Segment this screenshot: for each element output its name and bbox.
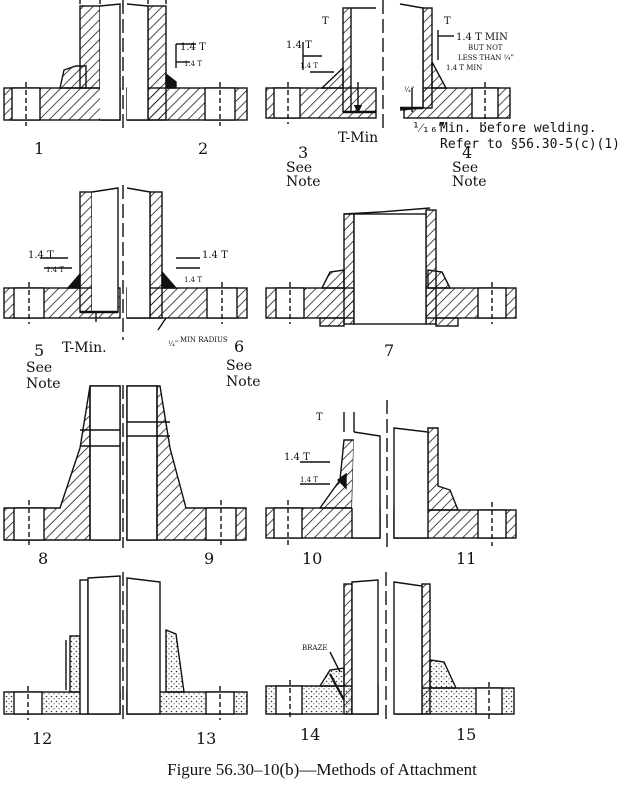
fig-number-7: 7 [384,341,394,360]
less-than-label: LESS THAN ¼” [458,54,514,62]
fig-number-1: 1 [34,139,44,158]
t-min-label-3: T-Min [338,130,378,146]
t14-min-small-dim-4: 1.4 T MIN [446,64,482,72]
fig-1-2 [3,0,248,130]
t-dim-10: T [316,412,323,423]
t-min-label-5: T-Min. [62,340,107,356]
fig-number-9: 9 [204,549,214,568]
fraction-sixteenth: ¹⁄₁₆” [412,121,445,136]
see-label-5: See [26,360,52,376]
note-label-6: Note [226,374,261,390]
refer-note: Refer to §56.30-5(c)(1) [440,137,620,152]
min-radius-label: MIN RADIUS [180,336,228,344]
t14-min-dim-4: 1.4 T MIN [456,32,508,43]
t14-dim-2: 1.4 T [180,42,206,53]
t-dim-4: T [444,16,451,27]
t14-dim-5: 1.4 T [28,250,54,261]
t14s-dim-10: 1.4 T [300,476,318,484]
fig-number-6: 6 [234,337,244,356]
braze-label: BRAZE [302,644,327,652]
fig-number-15: 15 [456,725,476,744]
see-label-3: See [286,160,312,176]
fig-number-11: 11 [456,549,476,568]
fig-8-9 [3,385,247,548]
fig-3-4 [265,0,511,130]
t14-dim-10: 1.4 T [284,452,310,463]
fig-12-13 [3,572,248,720]
note-label-5: Note [26,376,61,392]
figure-caption: Figure 56.30–10(b)—Methods of Attachment [167,760,477,779]
t14s-dim-5: 1.4 T [46,266,64,274]
but-not-label: BUT NOT [468,44,503,52]
fig-7 [265,207,517,327]
see-label-6: See [226,358,252,374]
fig-number-10: 10 [302,549,322,568]
fig-number-8: 8 [38,549,48,568]
fig-5-6 [3,185,248,340]
min-before-welding-note: Min. before welding. [440,121,597,136]
t14s-dim-6: 1.4 T [184,276,202,284]
see-label-4: See [452,160,478,176]
t14s-dim-2: 1.4 T [184,60,202,68]
note-label-3: Note [286,174,321,190]
fig-number-12: 12 [32,729,52,748]
fig-number-13: 13 [196,729,216,748]
t14s-dim-3: 1.4 T [300,62,318,70]
t14-dim-6: 1.4 T [202,250,228,261]
t-dim-3: T [322,16,329,27]
fraction-quarter-6: ¹⁄₄” [168,340,179,348]
fig-10-11 [265,400,517,548]
fig-14-15 [265,572,515,720]
fig-number-3: 3 [298,143,308,162]
fraction-quarter-4: ¹⁄₄” [404,86,415,94]
fig-number-4: 4 [462,143,472,162]
note-label-4: Note [452,174,487,190]
t14-dim-3: 1.4 T [286,40,312,51]
fig-number-14: 14 [300,725,320,744]
fig-number-2: 2 [198,139,208,158]
fig-number-5: 5 [34,341,44,360]
